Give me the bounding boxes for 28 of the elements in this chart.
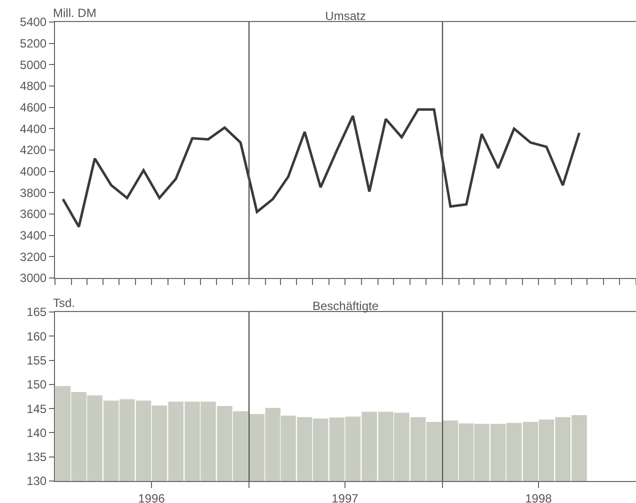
y-tick-label: 3600 [20, 207, 47, 222]
y-tick-label: 145 [26, 402, 47, 416]
y-tick-label: 5000 [20, 58, 47, 72]
y-tick-label: 150 [26, 378, 47, 392]
y-tick-label: 4400 [20, 122, 47, 136]
y-tick-label: 4600 [20, 100, 47, 115]
y-tick-label: 4800 [20, 79, 47, 94]
y-tick-label: 3400 [20, 228, 47, 243]
y-tick-label: 155 [26, 353, 47, 368]
y-tick-label: 135 [26, 450, 47, 464]
y-tick-label: 4200 [20, 143, 47, 158]
chart-title: Umsatz [325, 9, 366, 23]
chart-title: Beschäftigte [312, 299, 379, 313]
y-tick-label: 160 [26, 329, 47, 344]
x-tick-label: 1997 [332, 491, 359, 503]
x-tick-label: 1998 [525, 491, 552, 503]
y-tick-label: 140 [26, 426, 47, 440]
y-tick-label: 5400 [20, 15, 47, 30]
y-tick-label: 3000 [20, 271, 47, 286]
y-tick-label: 3200 [20, 250, 47, 264]
y-tick-label: 4000 [20, 164, 47, 179]
x-tick-label: 1996 [138, 491, 166, 503]
y-tick-label: 3800 [20, 186, 47, 200]
y-tick-label: 5200 [20, 36, 47, 51]
y-tick-label: 165 [26, 305, 47, 320]
y-axis-title: Tsd. [53, 296, 76, 310]
y-tick-label: 130 [26, 474, 47, 488]
y-axis-title: Mill. DM [53, 6, 96, 20]
